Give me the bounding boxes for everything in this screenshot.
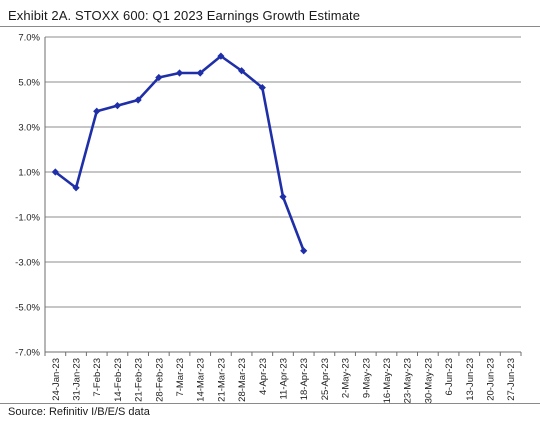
x-tick-label: 21-Mar-23 (216, 358, 227, 402)
x-tick-label: 28-Mar-23 (237, 358, 248, 402)
y-tick-label: 5.0% (18, 78, 40, 89)
data-point (72, 184, 80, 192)
y-tick-label: -3.0% (15, 258, 40, 269)
x-axis-ticks: 24-Jan-23 31-Jan-23 7-Feb-23 14-Feb-23 21-Fe… (51, 358, 517, 403)
data-point (51, 168, 59, 176)
series-line (54, 54, 305, 252)
y-tick-label: -1.0% (15, 213, 40, 224)
x-tick-label: 25-Apr-23 (320, 358, 331, 400)
data-point (258, 84, 266, 92)
y-tick-label: 3.0% (18, 123, 40, 134)
x-tick-label: 7-Mar-23 (175, 358, 186, 397)
axes (44, 37, 522, 356)
x-tick-label: 14-Mar-23 (196, 358, 207, 402)
data-point (217, 52, 225, 60)
x-tick-label: 18-Apr-23 (299, 358, 310, 400)
x-tick-label: 24-Jan-23 (51, 358, 62, 401)
y-tick-label: 1.0% (18, 168, 40, 179)
x-tick-label: 13-Jun-23 (465, 358, 476, 401)
data-point (300, 247, 308, 255)
x-tick-label: 2-May-23 (341, 358, 352, 398)
data-point (175, 69, 184, 77)
x-tick-label: 30-May-23 (423, 358, 434, 403)
y-axis-ticks: 7.0% 5.0% 3.0% 1.0% -1.0% -3.0% -5.0% -7.0% (15, 33, 40, 359)
x-tick-label: 6-Jun-23 (444, 358, 455, 396)
x-tick-label: 20-Jun-23 (485, 358, 496, 401)
x-tick-label: 11-Apr-23 (279, 358, 290, 400)
source-rule (0, 403, 540, 404)
y-tick-label: -5.0% (15, 303, 40, 314)
x-tick-label: 4-Apr-23 (258, 358, 269, 395)
x-tick-label: 16-May-23 (382, 358, 393, 403)
x-tick-label: 31-Jan-23 (72, 358, 83, 401)
chart-source: Source: Refinitiv I/B/E/S data (8, 406, 150, 418)
data-point (279, 193, 287, 201)
data-point (238, 67, 246, 75)
x-tick-label: 14-Feb-23 (113, 358, 124, 402)
y-tick-label: -7.0% (15, 348, 40, 359)
data-point (196, 69, 204, 77)
x-tick-label: 21-Feb-23 (134, 358, 145, 402)
x-tick-label: 7-Feb-23 (92, 358, 103, 397)
chart-title: Exhibit 2A. STOXX 600: Q1 2023 Earnings … (8, 8, 361, 23)
x-tick-label: 9-May-23 (361, 358, 372, 398)
x-tick-label: 23-May-23 (403, 358, 414, 403)
data-point (155, 73, 163, 82)
x-tick-label: 28-Feb-23 (154, 358, 165, 402)
title-rule (0, 26, 540, 27)
data-point (134, 96, 142, 104)
data-point (113, 102, 122, 110)
x-tick-label: 27-Jun-23 (506, 358, 517, 401)
series-layer (51, 52, 308, 255)
data-point (93, 107, 101, 115)
y-tick-label: 7.0% (18, 33, 40, 44)
